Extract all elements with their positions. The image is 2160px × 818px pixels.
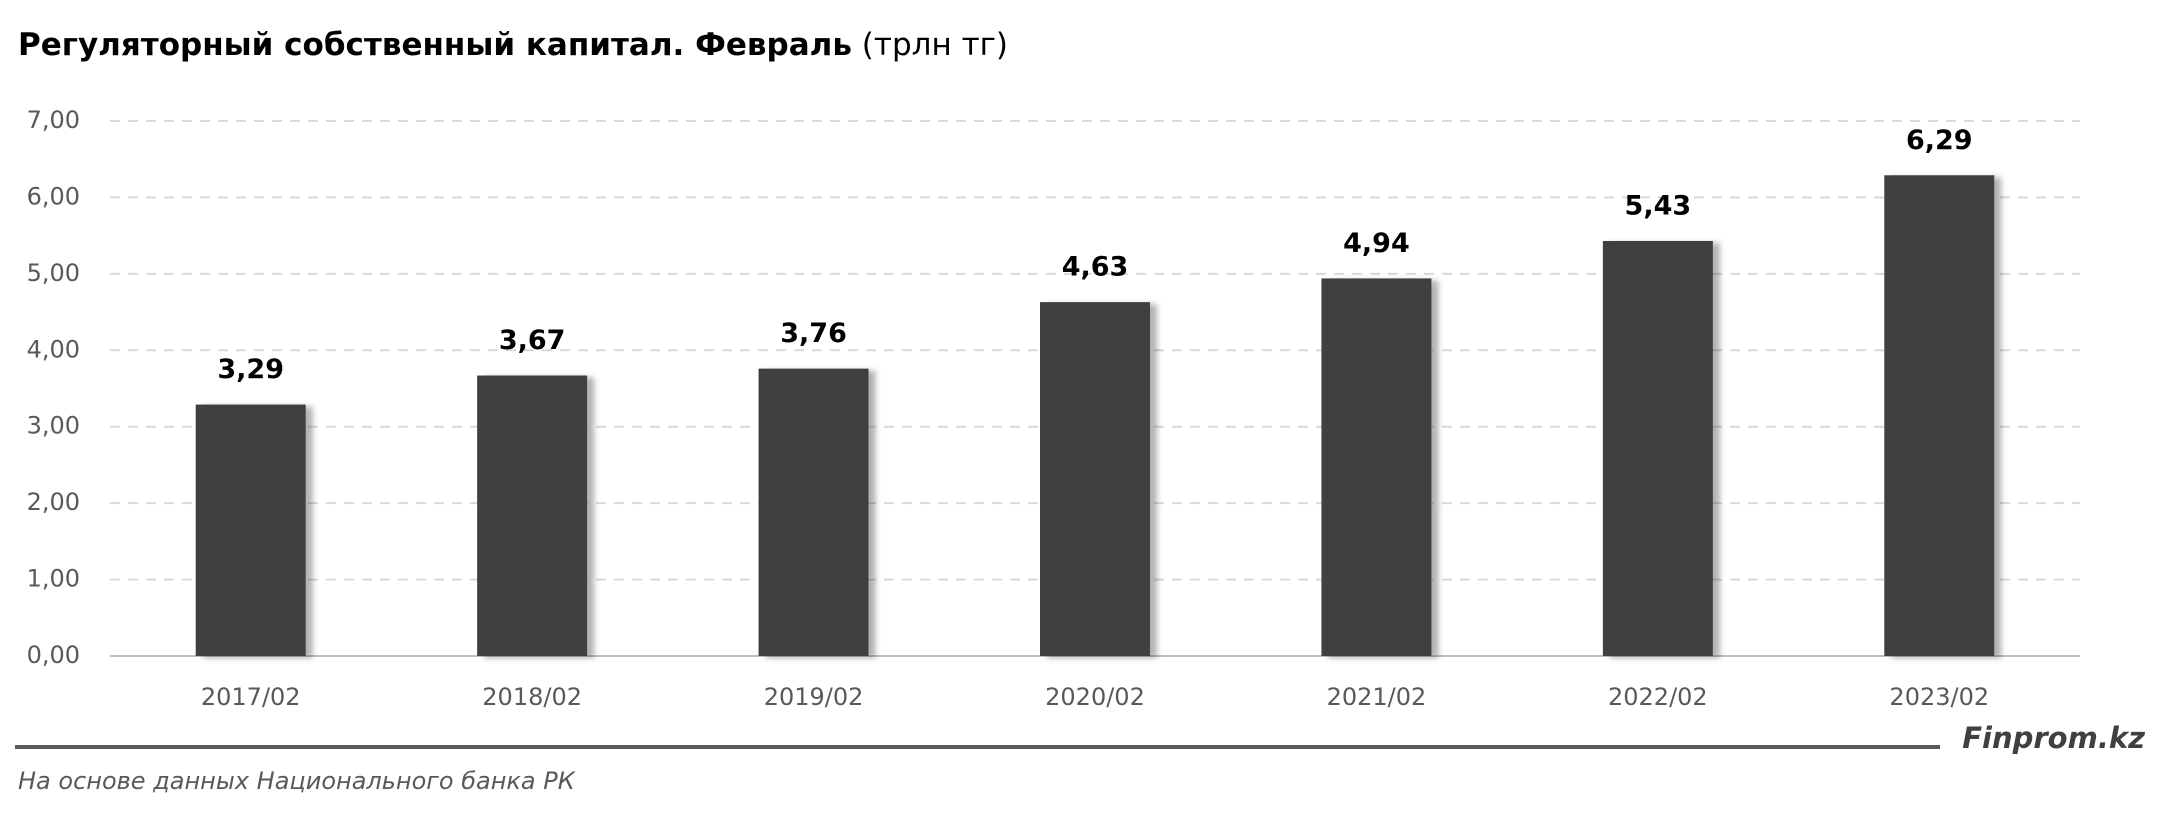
- x-tick-label: 2022/02: [1608, 683, 1708, 711]
- data-label: 4,63: [1062, 252, 1129, 283]
- bar: [477, 375, 588, 656]
- x-tick-label: 2023/02: [1889, 683, 1989, 711]
- bar: [195, 404, 306, 656]
- chart-title: Регуляторный собственный капитал. Феврал…: [18, 27, 1008, 63]
- data-label: 6,29: [1906, 125, 1973, 156]
- bar: [1602, 240, 1713, 656]
- x-tick-label: 2017/02: [201, 683, 301, 711]
- data-label: 4,94: [1343, 228, 1410, 259]
- bar: [1040, 302, 1150, 656]
- source-note: На основе данных Национального банка РК: [18, 767, 576, 795]
- x-tick-label: 2020/02: [1045, 683, 1145, 711]
- data-label: 3,67: [499, 325, 566, 356]
- x-tick-label: 2021/02: [1327, 683, 1427, 711]
- title-main: Регуляторный собственный капитал. Феврал…: [18, 27, 852, 63]
- data-label: 3,76: [780, 318, 847, 349]
- data-label: 5,43: [1625, 190, 1692, 221]
- y-tick-label: 7,00: [27, 106, 80, 134]
- y-tick-label: 2,00: [27, 488, 80, 516]
- y-tick-label: 4,00: [27, 335, 80, 363]
- data-label: 3,29: [217, 354, 284, 385]
- bar: [758, 368, 869, 656]
- x-tick-label: 2018/02: [482, 683, 582, 711]
- bar: [1321, 278, 1432, 656]
- title-unit: (трлн тг): [862, 27, 1008, 63]
- y-tick-label: 0,00: [27, 641, 80, 669]
- x-tick-label: 2019/02: [764, 683, 864, 711]
- y-tick-label: 6,00: [27, 182, 80, 210]
- brand: Finprom.kz: [1962, 721, 2145, 755]
- y-tick-label: 3,00: [27, 412, 80, 440]
- y-tick-label: 1,00: [27, 565, 80, 593]
- bar: [1884, 175, 1995, 656]
- y-tick-label: 5,00: [27, 259, 80, 287]
